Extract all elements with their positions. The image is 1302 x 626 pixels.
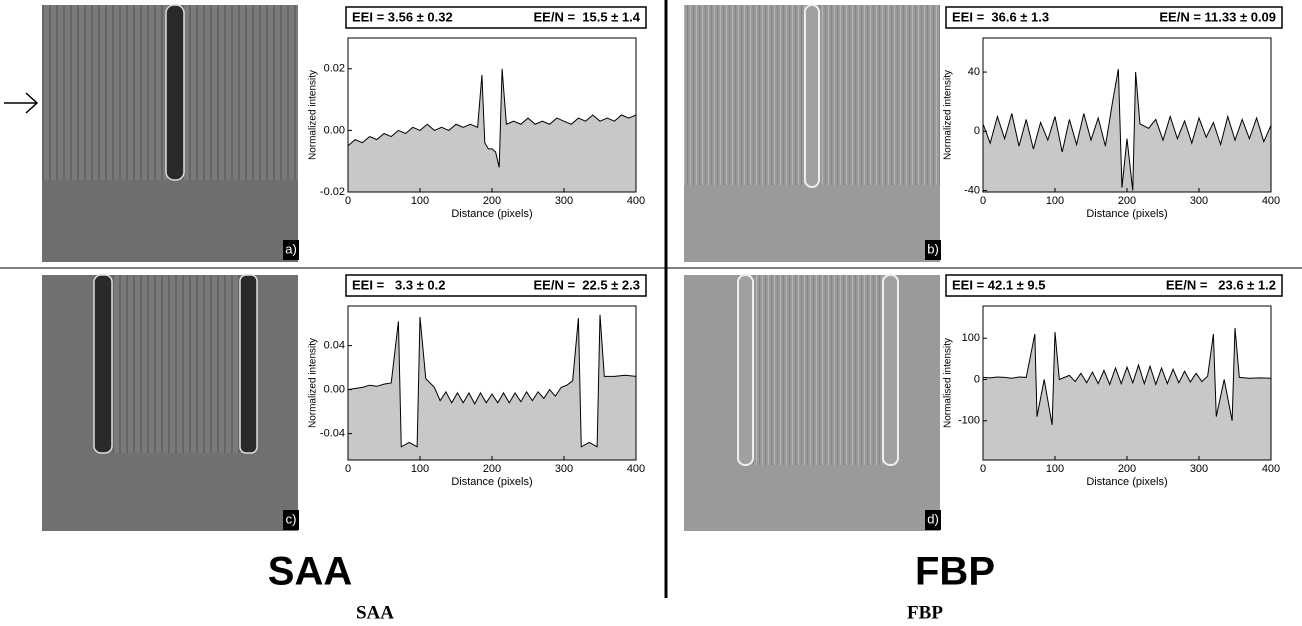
- y-tick-label: 100: [962, 332, 980, 344]
- area-fill: [983, 327, 1271, 460]
- panel-label: a): [285, 241, 297, 256]
- panel-label-bg: [925, 510, 941, 530]
- image-a: [42, 4, 298, 262]
- area-fill: [348, 314, 636, 460]
- x-tick-label: 0: [345, 463, 351, 475]
- panel-label-bg: [283, 240, 299, 260]
- header-box: [345, 6, 647, 29]
- y-tick-label: 0.00: [324, 124, 345, 136]
- header-box: [945, 274, 1283, 297]
- x-tick-label: 100: [1046, 463, 1064, 475]
- x-tick-label: 200: [1118, 463, 1136, 475]
- panel-label-bg: [283, 510, 299, 530]
- een-label: EE/N = 23.6 ± 1.2: [1166, 277, 1276, 292]
- x-tick-label: 200: [1118, 195, 1136, 207]
- panel-label: c): [286, 511, 297, 526]
- x-axis-label: Distance (pixels): [451, 476, 532, 488]
- panel-label-bg: [925, 240, 941, 260]
- x-tick-label: 0: [345, 195, 351, 207]
- image-c: [42, 274, 298, 531]
- y-axis-label: Normalized intensity: [308, 70, 319, 160]
- x-tick-label: 400: [627, 195, 645, 207]
- x-tick-label: 400: [1262, 463, 1280, 475]
- data-line: [347, 68, 637, 168]
- y-tick-label: 0.02: [324, 63, 345, 75]
- x-tick-label: 400: [627, 463, 645, 475]
- data-line: [982, 69, 1272, 191]
- method-label: SAA: [268, 550, 352, 594]
- panel-label: b): [927, 241, 939, 256]
- area-fill: [348, 68, 636, 192]
- y-tick-label: 0: [974, 125, 980, 137]
- header-box: [945, 6, 1283, 29]
- image-b: [684, 4, 940, 262]
- x-tick-label: 200: [483, 195, 501, 207]
- image-d: [684, 274, 940, 531]
- x-axis-label: Distance (pixels): [451, 208, 532, 220]
- x-axis-label: Distance (pixels): [1086, 208, 1167, 220]
- y-tick-label: -100: [958, 415, 980, 427]
- eei-label: EEI = 3.3 ± 0.2: [352, 277, 446, 292]
- x-axis-label: Distance (pixels): [1086, 476, 1167, 488]
- panel-label: d): [927, 511, 939, 526]
- caption-label: SAA: [356, 602, 394, 623]
- x-tick-label: 300: [555, 463, 573, 475]
- eei-label: EEI = 36.6 ± 1.3: [952, 9, 1049, 24]
- eei-label: EEI = 42.1 ± 9.5: [952, 277, 1046, 292]
- y-tick-label: -0.02: [320, 186, 345, 198]
- een-label: EE/N = 22.5 ± 2.3: [533, 277, 640, 292]
- x-tick-label: 300: [555, 195, 573, 207]
- y-axis-label: Normalised intensity: [943, 338, 954, 428]
- y-tick-label: 0: [974, 373, 980, 385]
- y-tick-label: 40: [968, 66, 980, 78]
- header-box: [345, 274, 647, 297]
- een-label: EE/N = 11.33 ± 0.09: [1159, 9, 1276, 24]
- data-line: [982, 327, 1272, 425]
- eei-label: EEI = 3.56 ± 0.32: [352, 9, 453, 24]
- area-fill: [983, 69, 1271, 192]
- caption-label: FBP: [907, 602, 943, 623]
- x-tick-label: 400: [1262, 195, 1280, 207]
- y-axis-label: Normalized intensity: [308, 338, 319, 428]
- x-tick-label: 0: [980, 195, 986, 207]
- y-tick-label: -0.04: [320, 428, 345, 440]
- x-tick-label: 0: [980, 463, 986, 475]
- arrow: [4, 92, 39, 114]
- x-tick-label: 300: [1190, 463, 1208, 475]
- y-tick-label: 0.04: [324, 340, 345, 352]
- y-tick-label: -40: [964, 184, 980, 196]
- x-tick-label: 100: [411, 463, 429, 475]
- x-tick-label: 100: [411, 195, 429, 207]
- y-tick-label: 0.00: [324, 384, 345, 396]
- data-line: [347, 314, 637, 448]
- x-tick-label: 200: [483, 463, 501, 475]
- method-label: FBP: [915, 550, 995, 594]
- een-label: EE/N = 15.5 ± 1.4: [533, 9, 640, 24]
- y-axis-label: Normalized intensity: [943, 70, 954, 160]
- x-tick-label: 300: [1190, 195, 1208, 207]
- x-tick-label: 100: [1046, 195, 1064, 207]
